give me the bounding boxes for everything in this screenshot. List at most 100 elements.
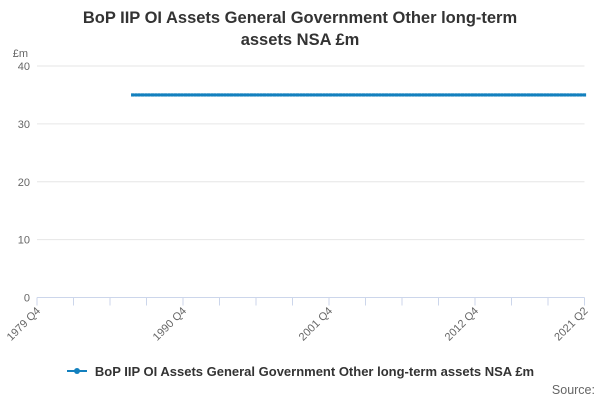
series-marker[interactable] <box>206 93 211 97</box>
series-marker[interactable] <box>533 93 537 97</box>
series-marker[interactable] <box>513 93 517 97</box>
series-marker[interactable] <box>299 93 303 97</box>
series-marker[interactable] <box>200 93 204 97</box>
series-marker[interactable] <box>434 93 438 97</box>
series-marker[interactable] <box>220 93 224 97</box>
series-marker[interactable] <box>239 93 244 97</box>
series-marker[interactable] <box>437 93 441 97</box>
series-marker[interactable] <box>335 93 339 97</box>
series-marker[interactable] <box>177 93 181 97</box>
series-marker[interactable] <box>444 93 448 97</box>
series-marker[interactable] <box>253 93 257 97</box>
series-marker[interactable] <box>520 93 524 97</box>
series-marker[interactable] <box>375 93 379 97</box>
series-marker[interactable] <box>510 93 514 97</box>
series-marker[interactable] <box>457 93 461 97</box>
series-marker[interactable] <box>216 93 221 97</box>
series-marker[interactable] <box>411 93 415 97</box>
series-marker[interactable] <box>563 93 567 97</box>
series-marker[interactable] <box>483 93 488 97</box>
series-marker[interactable] <box>276 93 280 97</box>
series-marker[interactable] <box>233 93 237 97</box>
series-marker[interactable] <box>421 93 425 97</box>
series-marker[interactable] <box>352 93 356 97</box>
series-marker[interactable] <box>328 93 333 97</box>
series-marker[interactable] <box>170 93 174 97</box>
series-marker[interactable] <box>295 93 300 97</box>
series-marker[interactable] <box>371 93 376 97</box>
series-marker[interactable] <box>226 93 230 97</box>
series-marker[interactable] <box>140 93 145 97</box>
series-marker[interactable] <box>464 93 468 97</box>
series-marker[interactable] <box>338 93 343 97</box>
series-marker[interactable] <box>470 93 474 97</box>
series-marker[interactable] <box>480 93 484 97</box>
series-marker[interactable] <box>229 93 234 97</box>
series-marker[interactable] <box>566 93 570 97</box>
series-marker[interactable] <box>137 93 141 97</box>
series-marker[interactable] <box>154 93 158 97</box>
series-marker[interactable] <box>134 93 138 97</box>
series-marker[interactable] <box>147 93 151 97</box>
series-marker[interactable] <box>190 93 194 97</box>
series-marker[interactable] <box>173 93 178 97</box>
series-marker[interactable] <box>322 93 326 97</box>
series-marker[interactable] <box>417 93 422 97</box>
series-marker[interactable] <box>500 93 504 97</box>
series-marker[interactable] <box>167 93 171 97</box>
series-marker[interactable] <box>150 93 155 97</box>
series-marker[interactable] <box>391 93 395 97</box>
series-marker[interactable] <box>530 93 534 97</box>
series-marker[interactable] <box>546 93 550 97</box>
series-marker[interactable] <box>144 93 148 97</box>
series-marker[interactable] <box>526 93 531 97</box>
series-marker[interactable] <box>157 93 161 97</box>
series-marker[interactable] <box>540 93 544 97</box>
series-marker[interactable] <box>427 93 432 97</box>
series-marker[interactable] <box>187 93 191 97</box>
series-marker[interactable] <box>553 93 557 97</box>
series-marker[interactable] <box>378 93 382 97</box>
series-marker[interactable] <box>289 93 293 97</box>
series-marker[interactable] <box>523 93 527 97</box>
series-marker[interactable] <box>164 93 168 97</box>
series-marker[interactable] <box>193 93 197 97</box>
series-marker[interactable] <box>507 93 511 97</box>
series-marker[interactable] <box>309 93 313 97</box>
series-marker[interactable] <box>269 93 273 97</box>
series-marker[interactable] <box>272 93 277 97</box>
series-marker[interactable] <box>398 93 402 97</box>
series-marker[interactable] <box>279 93 283 97</box>
series-marker[interactable] <box>180 93 184 97</box>
series-marker[interactable] <box>447 93 451 97</box>
series-marker[interactable] <box>573 93 577 97</box>
series-marker[interactable] <box>131 93 135 97</box>
series-marker[interactable] <box>493 93 498 97</box>
series-marker[interactable] <box>549 93 554 97</box>
series-marker[interactable] <box>305 93 310 97</box>
series-marker[interactable] <box>559 93 564 97</box>
series-marker[interactable] <box>516 93 521 97</box>
series-marker[interactable] <box>401 93 405 97</box>
series-marker[interactable] <box>210 93 214 97</box>
series-marker[interactable] <box>262 93 267 97</box>
series-marker[interactable] <box>497 93 501 97</box>
series-marker[interactable] <box>388 93 392 97</box>
series-marker[interactable] <box>394 93 399 97</box>
series-marker[interactable] <box>286 93 290 97</box>
series-marker[interactable] <box>197 93 201 97</box>
series-marker[interactable] <box>348 93 352 97</box>
legend-item[interactable]: BoP IIP OI Assets General Government Oth… <box>0 362 600 380</box>
series-marker[interactable] <box>302 93 306 97</box>
series-marker[interactable] <box>246 93 250 97</box>
series-marker[interactable] <box>536 93 540 97</box>
series-marker[interactable] <box>582 93 587 97</box>
series-marker[interactable] <box>414 93 418 97</box>
series-marker[interactable] <box>292 93 296 97</box>
series-marker[interactable] <box>460 93 465 97</box>
series-marker[interactable] <box>477 93 481 97</box>
series-marker[interactable] <box>243 93 247 97</box>
series-marker[interactable] <box>576 93 580 97</box>
series-marker[interactable] <box>160 93 164 97</box>
series-marker[interactable] <box>441 93 445 97</box>
